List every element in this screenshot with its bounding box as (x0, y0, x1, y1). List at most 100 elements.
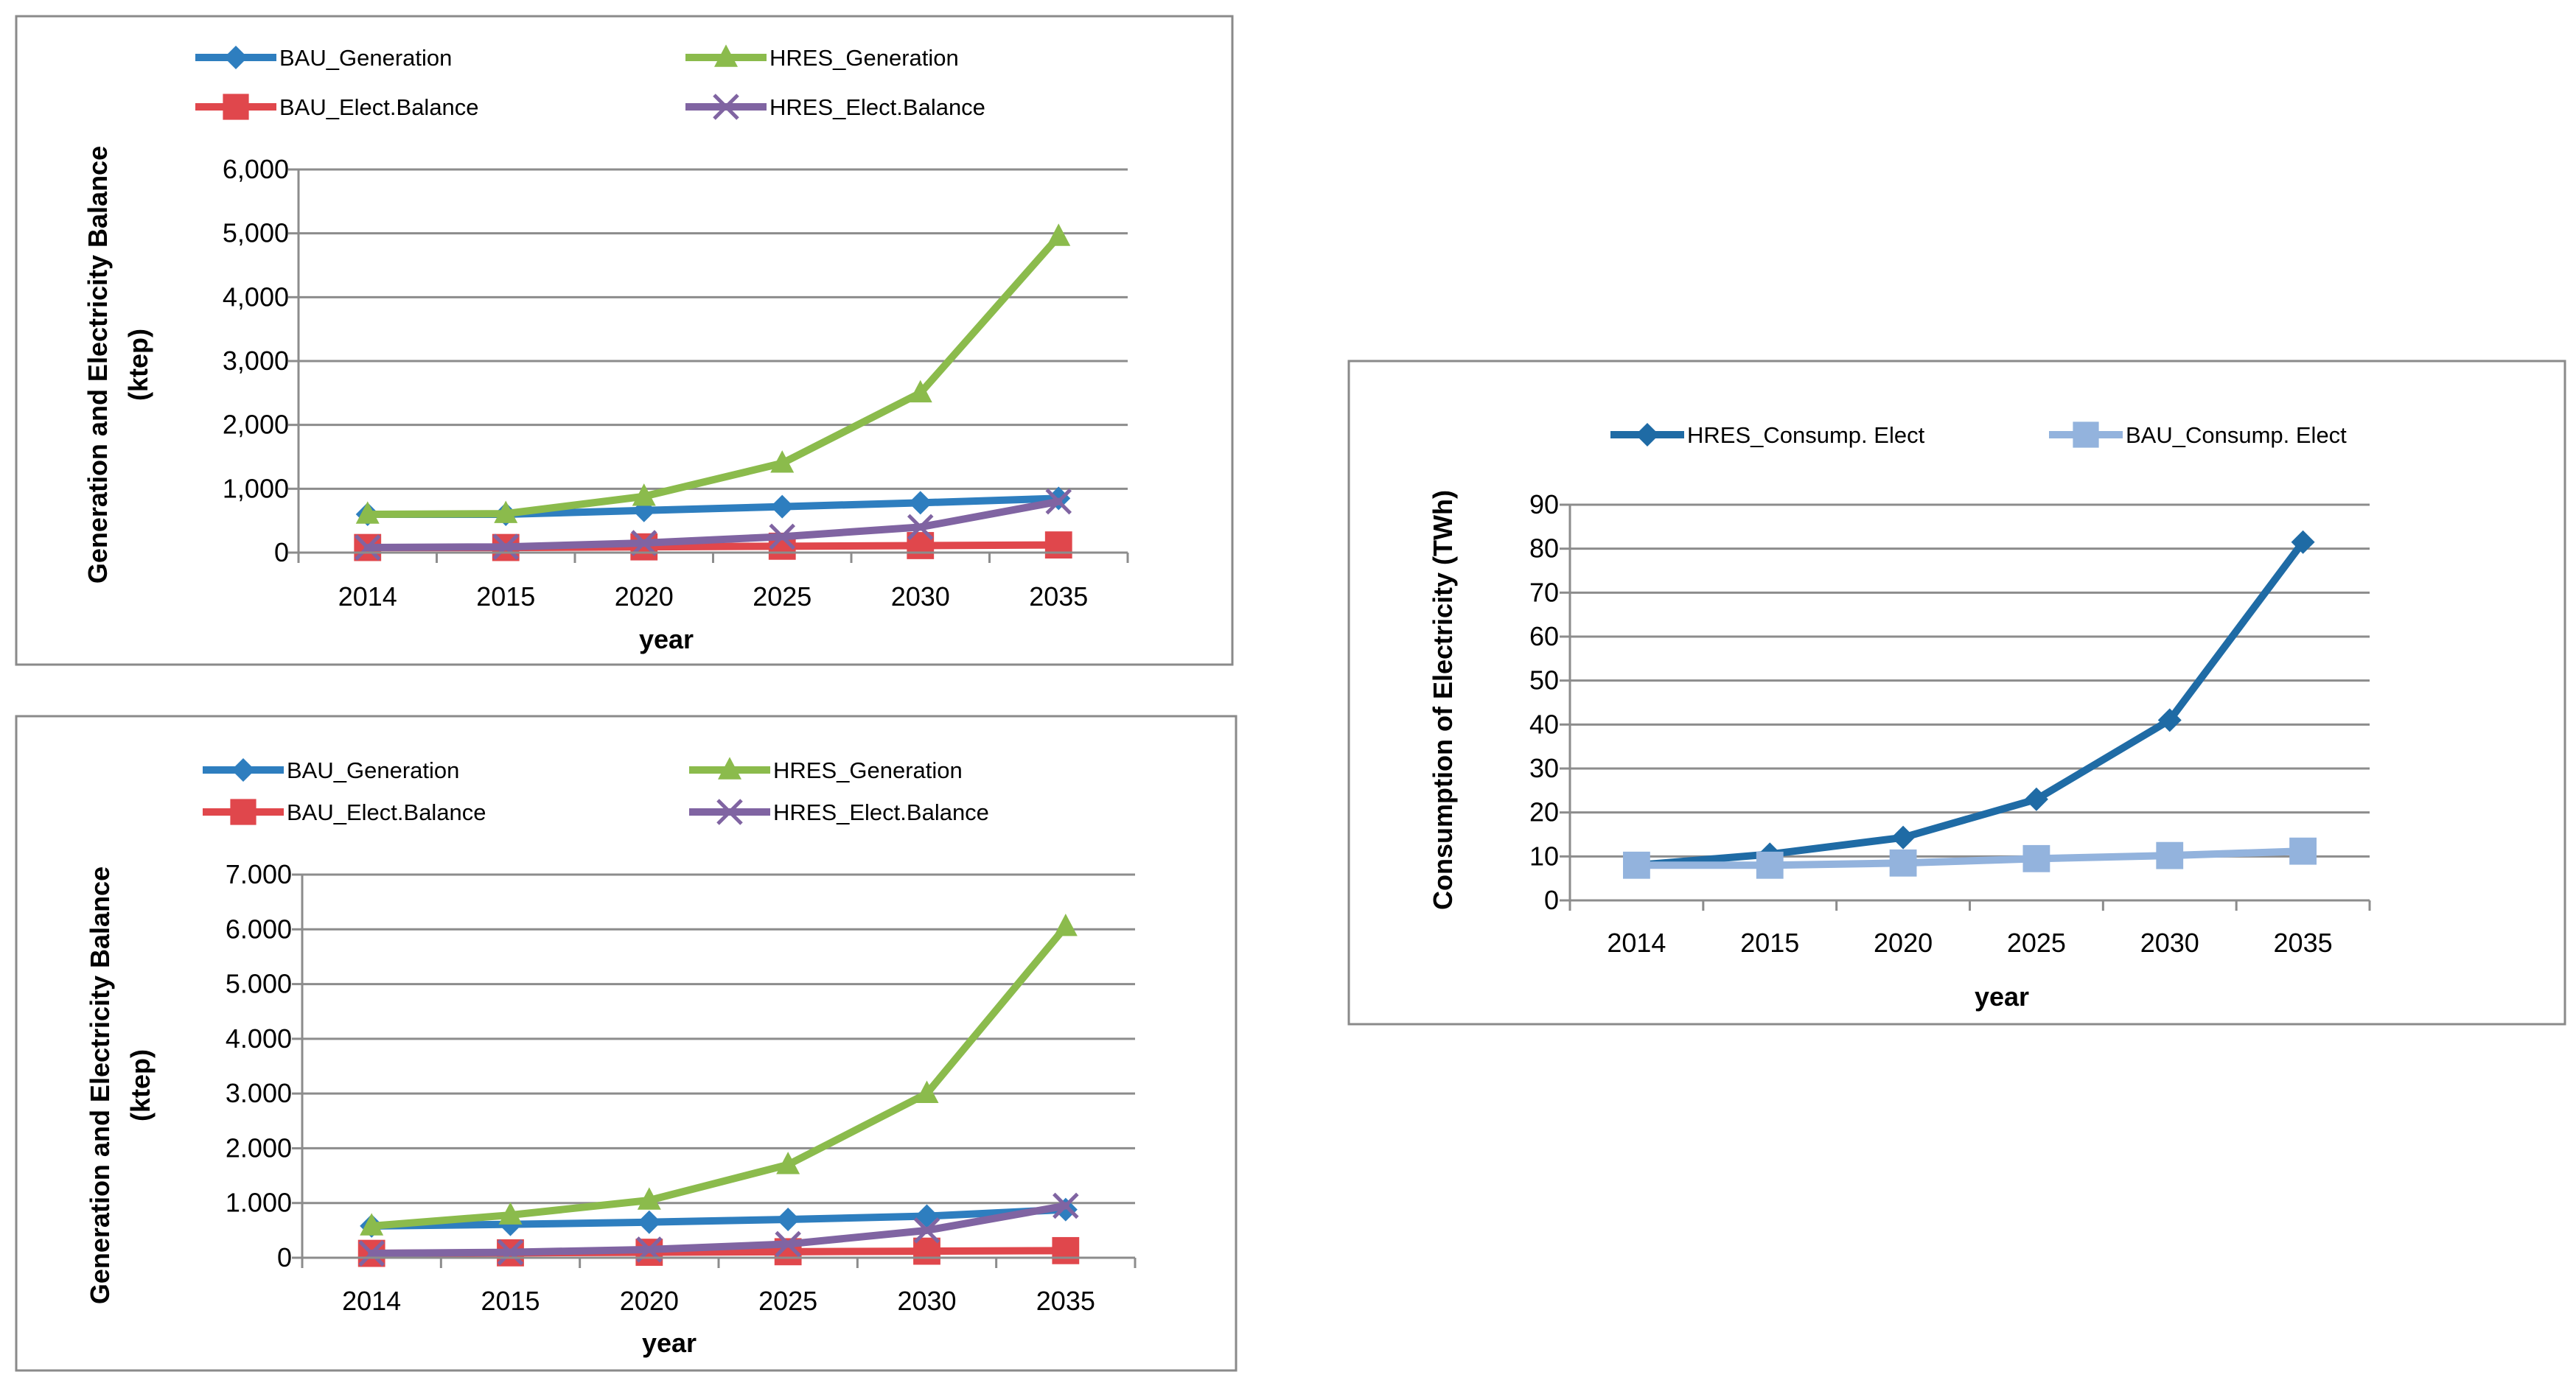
x-axis-label: year (1975, 981, 2029, 1012)
series-bau-consump-elect (1623, 837, 2317, 879)
series-line-hres-elect-balance (363, 497, 1063, 552)
point-hres-consump-elect-2035 (2291, 530, 2315, 554)
legend-marker (714, 44, 738, 67)
y-tick-label: 60 (1529, 621, 1559, 651)
y-tick-label: 3.000 (226, 1078, 292, 1108)
x-tick-label-2035: 2035 (1036, 1286, 1095, 1316)
point-bau-elect-balance-2035 (1052, 1236, 1080, 1264)
y-tick-label: 0 (274, 537, 289, 567)
point-hres-generation-2030 (915, 1080, 939, 1103)
series-line-bau-consump-elect (1633, 847, 2307, 869)
legend-label: BAU_Generation (279, 45, 452, 71)
x-tick-label-2025: 2025 (2007, 928, 2066, 958)
legend-label: HRES_Generation (773, 757, 963, 783)
y-axis-label-line-2: (ktep) (125, 1049, 156, 1121)
series-hres-elect-balance (354, 488, 1072, 561)
point-bau-consump-elect-2025 (2022, 844, 2050, 872)
point-hres-elect-balance-2035 (1045, 488, 1072, 515)
x-tick-label-2014: 2014 (338, 581, 397, 612)
y-tick-label: 2.000 (226, 1132, 292, 1163)
y-tick-label: 0 (277, 1242, 292, 1272)
legend-marker (716, 799, 743, 825)
x-tick-label-2020: 2020 (1874, 928, 1933, 958)
point-hres-elect-balance-2035 (1053, 1192, 1079, 1219)
legend-entry-bau-elect-balance: BAU_Elect.Balance (203, 799, 486, 825)
x-tick-label-2030: 2030 (897, 1286, 956, 1316)
y-tick-label: 40 (1529, 709, 1559, 739)
x-tick-label-2014: 2014 (1607, 928, 1666, 958)
y-axis-label: Consumption of Electricity (TWh) (1428, 490, 1458, 910)
point-bau-consump-elect-2035 (2289, 837, 2317, 865)
x-tick-label-2035: 2035 (2274, 928, 2333, 958)
legend-marker (1636, 423, 1659, 447)
point-hres-elect-balance-2014 (358, 1240, 385, 1267)
y-tick-label: 80 (1529, 533, 1559, 564)
y-tick-label: 6,000 (223, 154, 289, 184)
point-bau-generation-2030 (908, 491, 932, 515)
legend-entry-bau-consump-elect: BAU_Consump. Elect (2049, 421, 2347, 448)
x-tick-label-2030: 2030 (2140, 928, 2199, 958)
point-hres-generation-2015 (498, 1202, 523, 1225)
point-hres-elect-balance-2025 (769, 523, 796, 550)
point-hres-elect-balance-2015 (492, 533, 520, 560)
x-tick-label-2025: 2025 (753, 581, 811, 612)
series-line-hres-elect-balance (368, 1202, 1069, 1258)
point-hres-generation-2020 (632, 483, 656, 506)
point-bau-generation-2020 (637, 1210, 661, 1234)
legend-entry-hres-elect-balance: HRES_Elect.Balance (689, 799, 989, 825)
x-tick-label-2035: 2035 (1029, 581, 1088, 612)
legend-entry-bau-generation: BAU_Generation (203, 757, 459, 783)
x-axis-label: year (642, 1328, 697, 1358)
chart-panel-generation-comma: 0 1,000 2,000 3,000 4,000 5,000 6,000 2014 2015 2… (15, 15, 1234, 666)
x-tick-label-2030: 2030 (891, 581, 950, 612)
x-tick-label-2020: 2020 (620, 1286, 679, 1316)
point-hres-elect-balance-2014 (354, 534, 381, 561)
point-bau-consump-elect-2014 (1623, 851, 1650, 879)
x-axis-label: year (639, 624, 694, 654)
legend-entry-hres-generation: HRES_Generation (685, 44, 959, 71)
point-hres-generation-2035 (1053, 913, 1078, 936)
legend-label: BAU_Generation (287, 757, 459, 783)
series-line-hres-generation (363, 233, 1063, 518)
series-line-hres-generation (368, 922, 1069, 1230)
point-bau-elect-balance-2030 (913, 1237, 940, 1265)
point-hres-elect-balance-2015 (497, 1239, 524, 1266)
y-tick-label: 70 (1529, 577, 1559, 607)
y-tick-label: 1.000 (226, 1188, 292, 1218)
y-tick-label: 1,000 (223, 473, 289, 503)
point-bau-consump-elect-2020 (1889, 849, 1917, 877)
point-hres-consump-elect-2025 (2024, 787, 2048, 811)
point-hres-generation-2015 (494, 500, 518, 523)
y-tick-label: 5,000 (223, 218, 289, 248)
point-hres-elect-balance-2025 (775, 1230, 801, 1258)
legend-label: BAU_Consump. Elect (2126, 422, 2347, 448)
x-tick-label-2014: 2014 (342, 1286, 401, 1316)
legend-marker (2073, 421, 2099, 448)
legend-entry-bau-generation: BAU_Generation (195, 45, 452, 71)
y-axis-label-line-1: Generation and Electricity Balance (83, 146, 113, 584)
y-tick-label: 4.000 (226, 1023, 292, 1054)
legend-marker (713, 94, 739, 120)
legend-label: HRES_Elect.Balance (769, 94, 985, 120)
y-tick-label: 3,000 (223, 346, 289, 376)
x-tick-label-2020: 2020 (615, 581, 674, 612)
legend-label: HRES_Generation (769, 45, 959, 71)
x-tick-label-2025: 2025 (758, 1286, 817, 1316)
legend-marker (230, 799, 256, 825)
y-tick-label: 0 (1544, 885, 1559, 915)
y-tick-label: 6.000 (226, 914, 292, 944)
legend-entry-hres-elect-balance: HRES_Elect.Balance (685, 94, 985, 120)
y-tick-label: 7.000 (226, 859, 292, 889)
legend-marker (223, 94, 249, 120)
point-hres-generation-2025 (770, 450, 795, 473)
legend-marker (224, 46, 248, 69)
series-line-bau-generation (368, 1205, 1069, 1230)
y-axis-label-line-1: Generation and Electricity Balance (85, 866, 115, 1304)
point-hres-elect-balance-2020 (630, 530, 657, 556)
legend-entry-bau-elect-balance: BAU_Elect.Balance (195, 94, 479, 120)
y-tick-label: 50 (1529, 665, 1559, 696)
point-hres-generation-2025 (776, 1152, 800, 1174)
y-tick-label: 30 (1529, 753, 1559, 783)
series-hres-generation (355, 223, 1071, 524)
x-tick-label-2015: 2015 (476, 581, 535, 612)
